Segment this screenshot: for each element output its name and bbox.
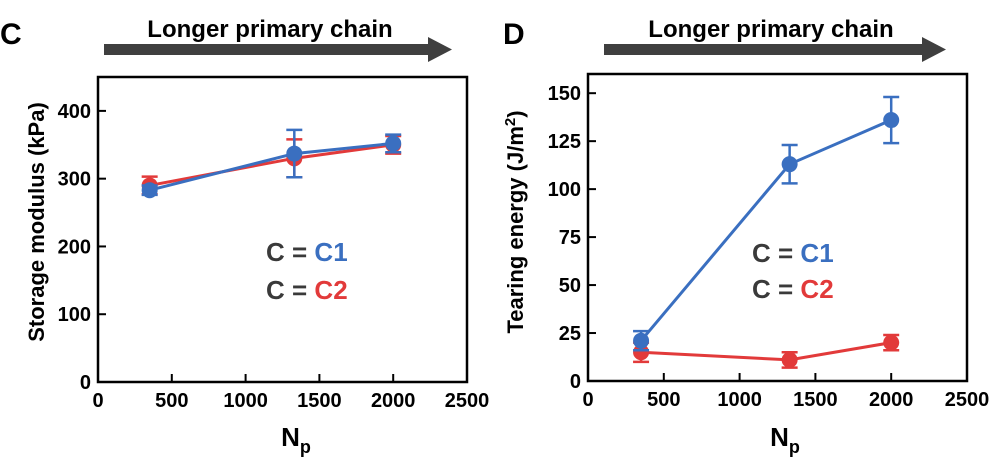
banner-arrow-d	[604, 37, 946, 62]
legend-d-entry-c1: C = C1	[752, 238, 834, 268]
legend-c-entry-c1: C = C1	[266, 237, 348, 267]
series-line	[149, 143, 394, 187]
ylabel-d: Tearing energy (J/m2)	[502, 110, 528, 333]
y-tick-label: 300	[58, 169, 91, 191]
y-tick-label: 125	[548, 131, 581, 153]
banner-arrow-c	[104, 37, 452, 62]
xlabel-c-sub: p	[300, 437, 311, 457]
legend-d: C = C1 C = C2	[752, 238, 834, 304]
y-tick-label: 0	[80, 372, 91, 394]
y-tick-label: 100	[58, 304, 91, 326]
banner-arrow-shaft	[604, 44, 922, 55]
marks-c	[141, 128, 402, 199]
banner-text-d: Longer primary chain	[648, 16, 893, 43]
series-c2	[633, 333, 900, 369]
x-tick-label: 500	[647, 389, 680, 411]
marks-d	[633, 95, 900, 369]
data-point	[883, 112, 900, 129]
ylabel-d-end: )	[503, 110, 528, 117]
data-point	[633, 344, 650, 361]
data-point	[286, 145, 303, 162]
axes-d	[586, 72, 969, 383]
y-tick-label: 400	[58, 101, 91, 123]
x-tick-label: 1000	[223, 390, 268, 412]
y-tick-label: 75	[559, 227, 581, 249]
panel-d: D Longer primary chain Tearing energy (J…	[502, 16, 989, 457]
legend-c-prefix-2: C =	[266, 275, 314, 305]
plot-frame	[586, 72, 969, 383]
ylabel-c: Storage modulus (kPa)	[24, 102, 49, 342]
banner-text-c: Longer primary chain	[147, 16, 392, 43]
legend-c-c2: C2	[314, 275, 347, 305]
series-c2	[141, 134, 402, 196]
series-c1	[633, 95, 900, 352]
y-tick-label: 200	[58, 236, 91, 258]
x-tick-label: 0	[92, 390, 103, 412]
banner-arrow-head	[428, 37, 452, 62]
data-point	[781, 156, 798, 173]
legend-c: C = C1 C = C2	[266, 237, 348, 305]
panel-c: C Longer primary chain Storage modulus (…	[0, 16, 489, 457]
series-line	[640, 341, 892, 362]
x-tick-label: 1500	[297, 390, 342, 412]
x-tick-label: 2500	[945, 389, 990, 411]
x-tick-label: 1500	[793, 389, 838, 411]
ticks-c: 0 500 1000 1500 2000 2500 0 100 200 300 400	[58, 101, 490, 412]
xlabel-d-main: N	[770, 422, 789, 452]
panel-label-d: D	[503, 18, 525, 51]
x-tick-label: 1000	[717, 389, 762, 411]
data-point	[781, 351, 798, 368]
data-point	[883, 334, 900, 351]
panel-label-c: C	[0, 18, 22, 51]
data-point	[633, 332, 650, 349]
x-tick-label: 0	[582, 389, 593, 411]
xlabel-d: Np	[770, 422, 800, 457]
xlabel-d-sub: p	[789, 437, 800, 457]
axes-c	[96, 75, 469, 384]
legend-d-c1: C1	[800, 238, 833, 268]
x-tick-label: 2500	[445, 390, 490, 412]
y-tick-label: 100	[548, 179, 581, 201]
legend-c-entry-c2: C = C2	[266, 275, 348, 305]
y-tick-label: 50	[559, 275, 581, 297]
legend-c-prefix-1: C =	[266, 237, 314, 267]
banner-arrow-shaft	[104, 44, 428, 55]
legend-d-entry-c2: C = C2	[752, 274, 834, 304]
data-point	[385, 135, 402, 152]
legend-d-prefix-2: C =	[752, 274, 800, 304]
series-line	[639, 118, 892, 342]
banner-arrow-head	[922, 37, 946, 62]
x-tick-label: 500	[155, 390, 188, 412]
ylabel-d-main: Tearing energy (J/m	[503, 126, 528, 333]
ticks-d: 0 500 1000 1500 2000 2500 0 25 50 75 100 125 150	[548, 83, 990, 411]
series-c1	[141, 128, 402, 199]
legend-c-c1: C1	[314, 237, 347, 267]
x-tick-label: 2000	[371, 390, 416, 412]
legend-d-c2: C2	[800, 274, 833, 304]
plot-frame	[96, 75, 469, 384]
data-point	[141, 182, 158, 199]
xlabel-c: Np	[281, 422, 311, 457]
y-tick-label: 25	[559, 323, 581, 345]
ylabel-d-sup: 2	[502, 118, 519, 126]
y-tick-label: 150	[548, 83, 581, 105]
x-tick-label: 2000	[869, 389, 914, 411]
legend-d-prefix-1: C =	[752, 238, 800, 268]
y-tick-label: 0	[570, 371, 581, 393]
xlabel-c-main: N	[281, 422, 300, 452]
